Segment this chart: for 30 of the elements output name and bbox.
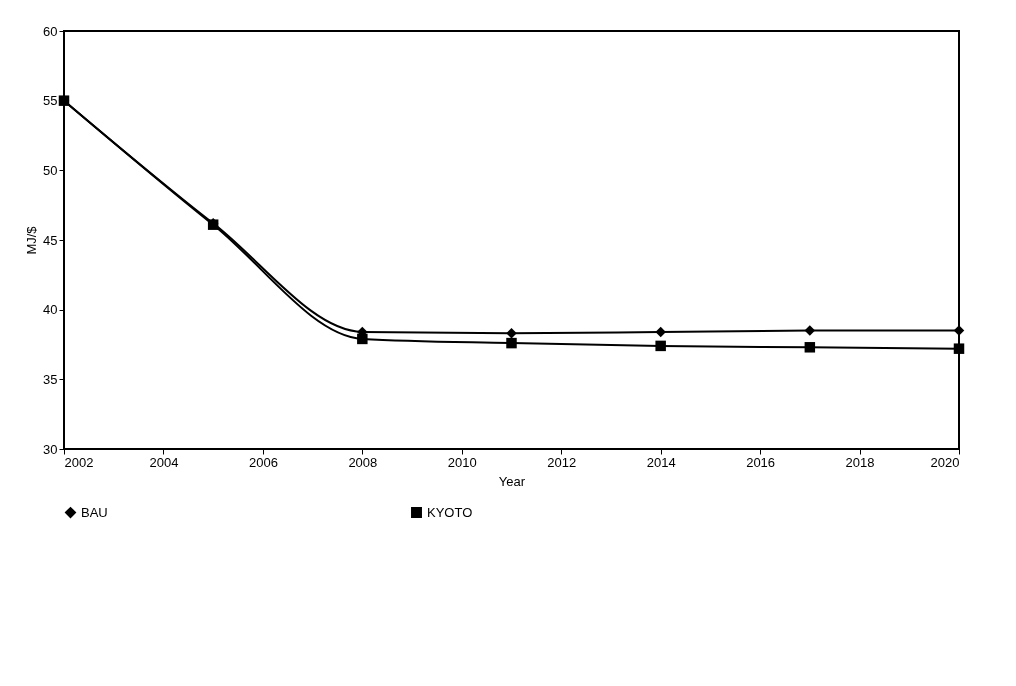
x-tick-label: 2020 <box>930 454 960 470</box>
y-tick-label: 55 <box>43 93 58 109</box>
legend-label: KYOTO <box>427 504 473 520</box>
y-tick-label: 60 <box>43 23 58 39</box>
x-tick-label: 2006 <box>248 454 278 470</box>
x-tick-label: 2008 <box>348 454 378 470</box>
point <box>655 340 666 352</box>
point <box>804 342 816 353</box>
legend-label: BAU <box>81 504 108 520</box>
point <box>506 328 517 339</box>
x-tick-label: 2010 <box>447 454 477 470</box>
y-tick-label: 35 <box>43 371 58 387</box>
point <box>953 325 965 336</box>
point <box>506 337 517 349</box>
x-tick-label: 2004 <box>149 454 179 470</box>
y-axis-title: MJ/$ <box>24 225 40 255</box>
y-tick-label: 30 <box>43 441 58 457</box>
x-tick-label: 2016 <box>746 454 776 470</box>
point <box>655 326 666 338</box>
y-tick-label: 45 <box>43 232 58 248</box>
point <box>357 333 368 345</box>
x-axis-title: Year <box>498 473 526 489</box>
y-tick-label: 40 <box>43 302 58 318</box>
y-tick-label: 50 <box>43 162 58 178</box>
x-tick-label: 2014 <box>646 454 676 470</box>
point <box>953 343 965 354</box>
x-tick-label: 2002 <box>64 454 94 470</box>
x-tick-label: 2012 <box>547 454 577 470</box>
x-tick-label: 2018 <box>845 454 875 470</box>
point <box>804 325 816 336</box>
